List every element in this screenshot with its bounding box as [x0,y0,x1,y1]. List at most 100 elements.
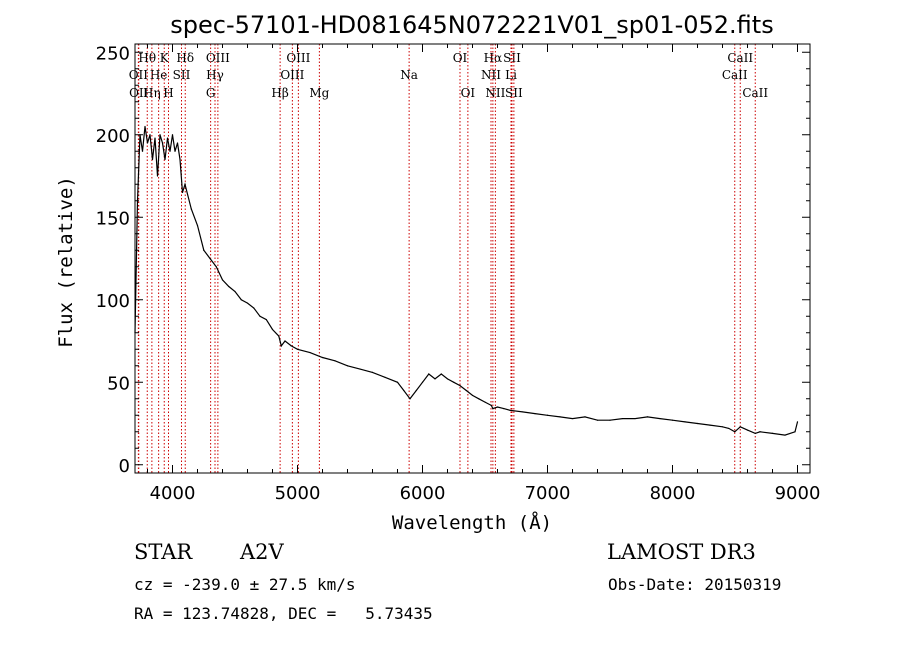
y-tick-label: 0 [119,456,130,477]
y-tick-label: 200 [96,126,130,147]
data-point [728,427,730,430]
data-point [176,142,179,144]
obs-date: Obs-Date: 20150319 [608,575,782,594]
spectral-line-label: Hβ [271,86,288,100]
spectral-line-label: OI [453,51,468,65]
spectral-line-label: Hγ [206,68,224,82]
y-tick-label: 250 [96,43,130,64]
spectral-line-label: SII [505,86,523,100]
data-point [721,426,724,428]
redshift-text: cz = -239.0 ± 27.5 km/s [134,575,356,594]
data-point [284,340,286,342]
data-point [646,416,649,418]
data-point [771,432,774,434]
data-point [159,134,161,136]
spectrum-series [134,125,799,436]
chart-title: spec-57101-HD081645N072221V01_sp01-052.f… [170,11,773,39]
data-point [154,137,156,139]
data-point [166,137,169,139]
data-point [151,158,154,161]
data-point [190,208,192,210]
spectral-line-label: Mg [309,86,329,100]
data-point [546,414,549,416]
data-point [234,290,236,293]
spectral-line-label: Hα [484,51,503,65]
data-point [739,426,741,428]
data-point [384,376,386,378]
coordinates: RA = 123.74828, DEC = 5.73435 [134,604,433,623]
data-point [434,378,436,380]
data-point [503,408,505,410]
data-point [621,417,624,420]
data-point [696,422,699,425]
data-point [215,266,217,268]
data-point [246,302,249,304]
data-point [759,431,761,433]
spectral-line-label: K [160,51,170,65]
data-point [634,417,636,420]
data-point [746,429,749,431]
data-point [240,299,242,301]
spectral-line-label: NII [481,68,501,82]
data-point [465,389,467,392]
spectral-line-label: Hη [143,86,161,100]
spectral-line-label: Hθ [138,51,156,65]
x-tick-label: 7000 [525,483,571,504]
data-point [203,249,205,251]
spectral-line-label: Na [400,68,418,82]
spectral-line-label: CaII [727,51,753,65]
data-point [309,351,311,354]
spectral-line-label: CaII [742,86,768,100]
data-point [421,381,424,383]
spectral-line-label: Li [505,68,517,82]
data-point [428,373,430,375]
data-point [346,365,349,367]
data-point [296,348,299,350]
data-point [403,389,405,392]
data-point [146,142,149,144]
spectral-line-label: CaII [722,68,748,82]
data-point [271,328,274,331]
x-tick-label: 8000 [650,483,696,504]
data-point [265,318,267,321]
data-point [446,378,449,380]
data-point [459,384,461,387]
x-axis: 4000 5000 6000 7000 8000 9000 [147,44,820,504]
data-point [221,279,224,281]
y-tick-label: 150 [96,208,130,229]
data-point [684,421,686,423]
data-point [253,307,255,309]
x-tick-label: 4000 [150,483,196,504]
data-point [164,158,166,161]
data-point [784,434,786,436]
data-point [609,419,611,421]
data-point [228,285,230,288]
data-point [181,191,184,194]
spectral-line-label: OIII [286,51,310,65]
data-point [196,224,199,227]
spectral-line-label: OII [129,86,149,100]
data-point [359,368,361,370]
data-point [179,158,181,161]
data-point [571,417,574,420]
data-point [453,381,455,383]
spectrum-line [134,126,799,436]
data-point [174,150,176,152]
data-point [521,411,524,413]
object-class: STAR [134,540,193,564]
data-point [321,356,324,359]
data-point [596,419,599,421]
data-point [259,315,261,317]
data-point [471,394,474,397]
data-point [509,409,511,411]
data-point [169,150,171,152]
data-point [709,424,711,426]
data-point [409,398,411,400]
spectral-line-label: OII [129,68,149,82]
data-point [754,432,756,434]
data-point [334,360,336,362]
spectral-line-label: G [206,86,216,100]
spectral-line-label: OIII [206,51,230,65]
